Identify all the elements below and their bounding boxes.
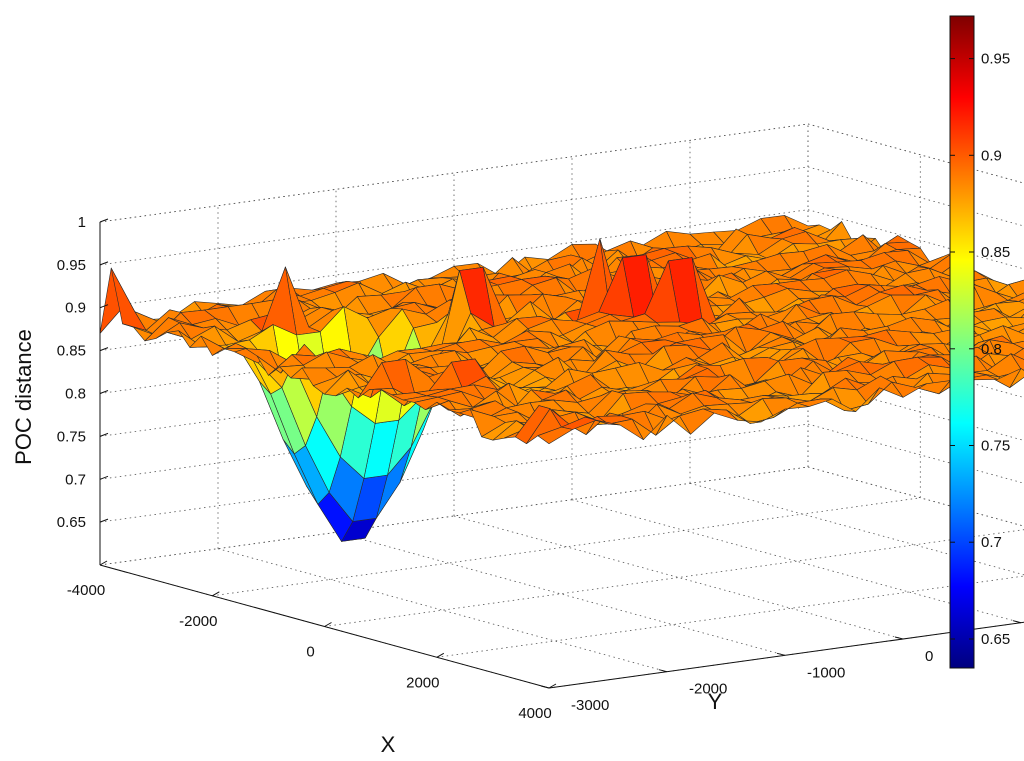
floor-grid-y [453, 515, 904, 640]
colorbar-tick-label: 0.95 [981, 51, 1010, 68]
x-tick-mark [436, 652, 445, 658]
y-axis-label: Y [708, 689, 723, 714]
left-wall-grid-z [99, 123, 809, 223]
y-tick-mark [894, 636, 904, 640]
back-wall-grid-z [807, 466, 1024, 527]
x-tick-label: 0 [306, 644, 314, 661]
colorbar-tick-label: 0.7 [981, 534, 1002, 551]
z-axis-label: POC distance [11, 329, 36, 465]
floor-grid-x [436, 575, 1024, 658]
x-tick-label: 2000 [406, 674, 439, 691]
z-tick-label: 0.75 [57, 428, 86, 445]
z-tick-label: 1 [78, 214, 86, 231]
colorbar-tick-label: 0.65 [981, 631, 1010, 648]
z-tick-label: 0.8 [65, 386, 86, 403]
floor-grid-y [807, 466, 1024, 527]
surface-mesh [99, 215, 1024, 542]
x-tick-label: -2000 [179, 613, 217, 630]
y-tick-mark [658, 669, 668, 673]
z-tick-label: 0.9 [65, 300, 86, 317]
x-tick-mark [212, 591, 220, 597]
surface-cell [537, 426, 573, 445]
floor-grid-x [324, 529, 1024, 627]
floor-grid-y [217, 548, 668, 673]
colorbar-tick-label: 0.9 [981, 147, 1002, 164]
surface-cell [1018, 298, 1024, 304]
floor-grid-y [335, 531, 786, 656]
colorbar: 0.65 0.7 0.75 0.8 0.85 0.9 0.95 [949, 15, 1010, 669]
y-tick-label: -2000 [689, 681, 727, 698]
x-tick-mark [324, 622, 332, 627]
left-wall-grid-z [99, 166, 809, 266]
z-tick-mark [99, 518, 109, 523]
x-tick-mark [99, 560, 108, 566]
z-tick-label: 0.7 [65, 471, 86, 488]
z-tick-label: 0.65 [57, 514, 86, 531]
z-tick-mark [99, 432, 109, 437]
y-tick-mark [540, 685, 550, 689]
z-tick-mark [99, 304, 109, 309]
x-tick-label: 4000 [518, 705, 551, 722]
x-tick-mark [548, 683, 557, 689]
left-wall-grid-z [99, 423, 809, 523]
x-tick-label: -4000 [67, 582, 105, 599]
y-tick-label: -1000 [807, 664, 845, 681]
y-tick-mark [776, 652, 786, 656]
left-wall-grid-z [99, 123, 809, 223]
colorbar-bar [949, 15, 975, 669]
z-tick-mark [99, 390, 109, 394]
left-wall-grid-z [99, 466, 809, 566]
colorbar-tick-label: 0.85 [981, 244, 1010, 261]
axes: -4000-2000020004000-3000-2000-1000010002… [57, 214, 1024, 722]
z-tick-label: 0.85 [57, 343, 86, 360]
y-tick-label: 0 [925, 648, 933, 665]
z-tick-label: 0.95 [57, 257, 86, 274]
colorbar-ticks: 0.65 0.7 0.75 0.8 0.85 0.9 0.95 [950, 51, 1010, 648]
colorbar-tick-label: 0.75 [981, 438, 1010, 455]
z-tick-mark [99, 218, 109, 223]
z-tick-mark [99, 347, 109, 352]
y-tick-mark [1012, 620, 1022, 624]
left-wall-grid-z [99, 209, 809, 309]
colorbar-tick-label: 0.8 [981, 341, 1002, 358]
z-tick-mark [99, 261, 109, 266]
z-tick-mark [99, 475, 109, 480]
y-tick-label: -3000 [571, 697, 609, 714]
x-axis-label: X [381, 732, 396, 757]
